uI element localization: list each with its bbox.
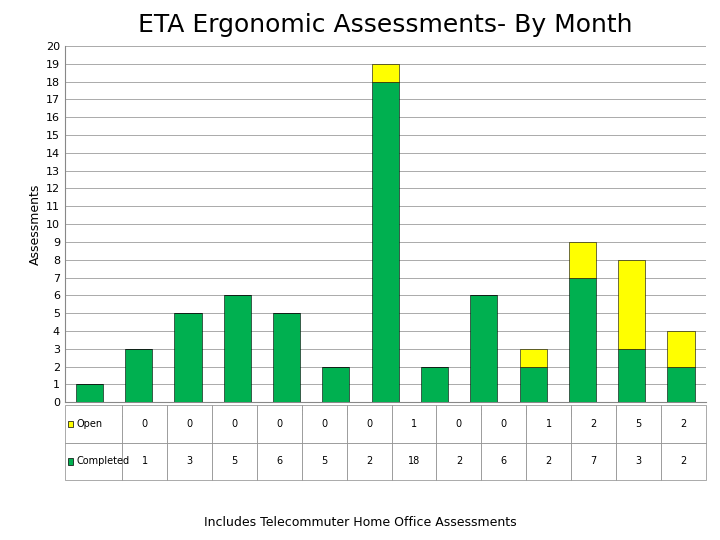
Text: Open: Open xyxy=(76,419,102,429)
Text: 0: 0 xyxy=(500,419,507,429)
Text: 0: 0 xyxy=(321,419,328,429)
Bar xyxy=(436,405,482,443)
Bar xyxy=(616,405,661,443)
Bar xyxy=(372,64,399,82)
Bar xyxy=(224,295,251,402)
Text: 5: 5 xyxy=(635,419,642,429)
Bar xyxy=(571,443,616,480)
Text: 0: 0 xyxy=(186,419,193,429)
Bar xyxy=(520,349,546,367)
Text: 1: 1 xyxy=(142,456,148,467)
Text: 2: 2 xyxy=(456,456,462,467)
Text: 1: 1 xyxy=(546,419,552,429)
Text: 1: 1 xyxy=(411,419,417,429)
Text: Includes Telecommuter Home Office Assessments: Includes Telecommuter Home Office Assess… xyxy=(204,516,516,529)
Bar xyxy=(520,367,546,402)
Bar xyxy=(122,443,167,480)
Y-axis label: Assessments: Assessments xyxy=(29,184,42,265)
Bar xyxy=(470,295,498,402)
Text: 6: 6 xyxy=(500,456,507,467)
Bar xyxy=(571,405,616,443)
Text: 0: 0 xyxy=(366,419,372,429)
Bar xyxy=(65,405,122,443)
Bar xyxy=(125,349,153,402)
Bar xyxy=(167,405,212,443)
Text: 0: 0 xyxy=(456,419,462,429)
Bar xyxy=(526,443,571,480)
Text: 0: 0 xyxy=(232,419,238,429)
Bar xyxy=(302,443,347,480)
Bar xyxy=(616,443,661,480)
Bar xyxy=(667,367,695,402)
Text: 3: 3 xyxy=(186,456,193,467)
Text: 5: 5 xyxy=(321,456,328,467)
Bar xyxy=(65,443,122,480)
Text: 2: 2 xyxy=(366,456,372,467)
Bar xyxy=(323,367,349,402)
Bar xyxy=(257,405,302,443)
Bar xyxy=(661,443,706,480)
Bar xyxy=(273,313,300,402)
Text: 7: 7 xyxy=(590,456,597,467)
Text: 0: 0 xyxy=(142,419,148,429)
Bar xyxy=(392,443,436,480)
Bar xyxy=(167,443,212,480)
Text: 3: 3 xyxy=(635,456,642,467)
Bar xyxy=(68,421,73,427)
Text: Completed: Completed xyxy=(76,456,130,467)
Bar xyxy=(482,443,526,480)
Bar xyxy=(569,278,596,402)
Bar xyxy=(372,82,399,402)
Bar xyxy=(174,313,202,402)
Bar xyxy=(257,443,302,480)
Bar xyxy=(661,405,706,443)
Title: ETA Ergonomic Assessments- By Month: ETA Ergonomic Assessments- By Month xyxy=(138,13,632,37)
Bar xyxy=(482,405,526,443)
Bar xyxy=(392,405,436,443)
Bar xyxy=(618,260,645,349)
Text: 2: 2 xyxy=(680,456,686,467)
Bar xyxy=(421,367,448,402)
Bar xyxy=(526,405,571,443)
Text: 2: 2 xyxy=(590,419,597,429)
Bar xyxy=(436,443,482,480)
Text: 18: 18 xyxy=(408,456,420,467)
Bar xyxy=(122,405,167,443)
Text: 2: 2 xyxy=(546,456,552,467)
Bar xyxy=(618,349,645,402)
Text: 5: 5 xyxy=(232,456,238,467)
Bar xyxy=(347,405,392,443)
Text: 2: 2 xyxy=(680,419,686,429)
Bar xyxy=(569,242,596,278)
Bar xyxy=(347,443,392,480)
Bar xyxy=(68,458,73,464)
Text: 6: 6 xyxy=(276,456,282,467)
Bar xyxy=(212,443,257,480)
Bar xyxy=(212,405,257,443)
Text: 0: 0 xyxy=(276,419,282,429)
Bar xyxy=(302,405,347,443)
Bar xyxy=(76,384,103,402)
Bar xyxy=(667,331,695,367)
